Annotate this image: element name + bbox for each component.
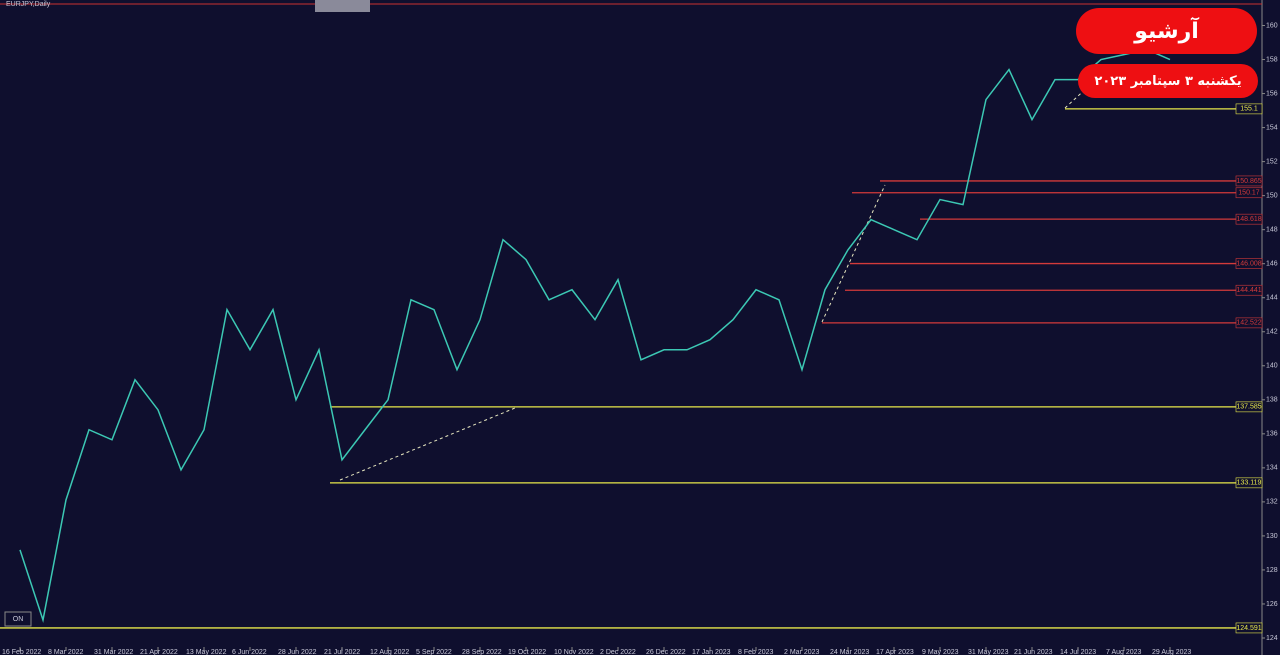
archive-badge: آرشیو bbox=[1076, 8, 1257, 54]
on-button[interactable] bbox=[4, 611, 32, 627]
x-tick-label: 31 May 2023 bbox=[968, 649, 1009, 655]
level-label: 150.17 bbox=[1238, 190, 1260, 197]
level-label-box bbox=[1235, 187, 1263, 199]
y-tick-label: 140 bbox=[1266, 363, 1278, 370]
y-tick-label: 124 bbox=[1266, 635, 1278, 642]
x-tick-label: 24 Mar 2023 bbox=[830, 649, 869, 655]
y-tick-label: 128 bbox=[1266, 567, 1278, 574]
on-button-label[interactable]: ON bbox=[13, 616, 24, 623]
y-tick-label: 138 bbox=[1266, 397, 1278, 404]
trend-line bbox=[339, 407, 516, 481]
level-label: 150.865 bbox=[1236, 178, 1261, 185]
x-tick-label: 8 Feb 2023 bbox=[738, 649, 774, 655]
x-tick-label: 17 Jan 2023 bbox=[692, 649, 731, 655]
date-badge: یکشنبه ۳ سپتامبر ۲۰۲۳ bbox=[1078, 64, 1258, 98]
level-label: 146.008 bbox=[1236, 260, 1261, 267]
y-tick-label: 154 bbox=[1266, 124, 1278, 131]
symbol-label: EURJPY,Daily bbox=[6, 1, 51, 8]
price-line bbox=[19, 48, 1171, 623]
y-tick-label: 144 bbox=[1266, 295, 1278, 302]
x-tick-label: 21 Jul 2022 bbox=[324, 649, 360, 655]
x-tick-label: 17 Apr 2023 bbox=[876, 649, 914, 655]
y-tick-label: 126 bbox=[1266, 601, 1278, 608]
x-tick-label: 14 Jul 2023 bbox=[1060, 649, 1096, 655]
level-label: 142.522 bbox=[1236, 320, 1261, 327]
x-tick-label: 2 Dec 2022 bbox=[600, 649, 636, 655]
level-label-box bbox=[1235, 317, 1263, 329]
level-label: 144.441 bbox=[1236, 287, 1261, 294]
x-tick-label: 12 Aug 2022 bbox=[370, 649, 409, 655]
x-tick-label: 16 Feb 2022 bbox=[2, 649, 41, 655]
x-tick-label: 29 Aug 2023 bbox=[1152, 649, 1191, 655]
y-tick-label: 136 bbox=[1266, 431, 1278, 438]
x-tick-label: 28 Jun 2022 bbox=[278, 649, 317, 655]
level-label-box bbox=[1235, 477, 1263, 489]
level-label-box bbox=[1235, 258, 1263, 269]
y-tick-label: 130 bbox=[1266, 533, 1278, 540]
y-tick-label: 160 bbox=[1266, 22, 1278, 29]
level-label-box bbox=[1235, 213, 1263, 225]
level-label: 155.1 bbox=[1240, 106, 1258, 113]
x-tick-label: 9 May 2023 bbox=[922, 649, 959, 655]
x-tick-label: 28 Sep 2022 bbox=[462, 649, 502, 655]
y-tick-label: 152 bbox=[1266, 158, 1278, 165]
level-label-box bbox=[1235, 401, 1263, 413]
y-tick-label: 156 bbox=[1266, 90, 1278, 97]
x-tick-label: 21 Jun 2023 bbox=[1014, 649, 1053, 655]
y-tick-label: 148 bbox=[1266, 227, 1278, 234]
level-label-box bbox=[1235, 175, 1263, 187]
y-tick-label: 134 bbox=[1266, 465, 1278, 472]
x-tick-label: 10 Nov 2022 bbox=[554, 649, 594, 655]
level-label-box bbox=[1235, 284, 1263, 296]
y-tick-label: 146 bbox=[1266, 261, 1278, 268]
x-tick-label: 6 Jun 2022 bbox=[232, 649, 267, 655]
x-tick-label: 2 Mar 2023 bbox=[784, 649, 820, 655]
x-tick-label: 5 Sep 2022 bbox=[416, 649, 452, 655]
level-label-box bbox=[1235, 622, 1263, 634]
trend-line bbox=[821, 184, 886, 323]
x-tick-label: 26 Dec 2022 bbox=[646, 649, 686, 655]
level-label: 133.119 bbox=[1237, 480, 1262, 487]
x-tick-label: 8 Mar 2022 bbox=[48, 649, 84, 655]
y-tick-label: 158 bbox=[1266, 56, 1278, 63]
y-tick-label: 142 bbox=[1266, 329, 1278, 336]
level-label: 148.618 bbox=[1236, 216, 1261, 223]
level-label-box bbox=[1235, 103, 1263, 115]
x-tick-label: 7 Aug 2023 bbox=[1106, 649, 1142, 655]
x-tick-label: 13 May 2022 bbox=[186, 649, 227, 655]
y-tick-label: 132 bbox=[1266, 499, 1278, 506]
level-label: 124.591 bbox=[1236, 625, 1261, 632]
x-tick-label: 31 Mar 2022 bbox=[94, 649, 133, 655]
level-label: 137.585 bbox=[1236, 404, 1261, 411]
y-tick-label: 150 bbox=[1266, 192, 1278, 199]
x-tick-label: 21 Apr 2022 bbox=[140, 649, 178, 655]
scroll-box bbox=[315, 0, 370, 12]
x-tick-label: 19 Oct 2022 bbox=[508, 649, 546, 655]
